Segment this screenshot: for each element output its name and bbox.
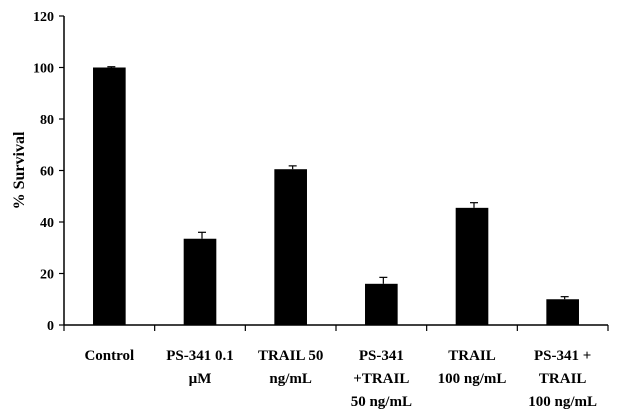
y-tick-label: 120 xyxy=(33,10,54,25)
x-category-label-line: 100 ng/mL xyxy=(528,394,597,410)
x-category-label-line: PS-341 0.1 xyxy=(166,348,234,364)
x-category-label: Control xyxy=(84,348,134,364)
bar xyxy=(183,238,217,325)
bar xyxy=(274,169,307,325)
y-axis-title: % Survival xyxy=(11,131,28,209)
x-category-label-line: 100 ng/mL xyxy=(438,371,507,387)
x-category-label-line: Control xyxy=(84,348,134,364)
x-category-label: PS-341 +TRAIL 50 ng/mL xyxy=(351,348,412,410)
y-axis: 0 20 40 60 80 100 120 xyxy=(33,10,65,334)
x-category-label: PS-341 0.1 µM xyxy=(166,348,234,387)
y-tick-label: 100 xyxy=(33,62,54,77)
bar xyxy=(455,207,489,325)
x-category-label-line: µM xyxy=(189,371,212,387)
x-category-label-line: TRAIL xyxy=(539,371,587,387)
x-category-label-line: PS-341 xyxy=(359,348,404,364)
x-category-label-line: ng/mL xyxy=(269,371,312,387)
y-tick-label: 40 xyxy=(40,216,54,231)
y-tick-label: 20 xyxy=(40,268,54,283)
x-category-label-line: TRAIL 50 xyxy=(258,348,323,364)
bars xyxy=(93,67,579,325)
x-category-label: TRAIL 50 ng/mL xyxy=(258,348,323,387)
bar xyxy=(93,67,126,325)
bar xyxy=(365,283,398,325)
category-labels: Control PS-341 0.1 µM TRAIL 50 ng/mL PS-341 +T… xyxy=(84,348,597,410)
error-bars xyxy=(107,66,569,300)
x-category-label-line: 50 ng/mL xyxy=(351,394,412,410)
x-category-label: TRAIL 100 ng/mL xyxy=(438,348,507,387)
x-category-label-line: +TRAIL xyxy=(353,371,409,387)
y-tick-label: 60 xyxy=(40,165,54,180)
x-axis xyxy=(63,324,609,331)
y-tick-label: 80 xyxy=(40,113,54,128)
x-category-label: PS-341 + TRAIL 100 ng/mL xyxy=(528,348,597,410)
bar xyxy=(546,299,579,325)
x-category-label-line: PS-341 + xyxy=(534,348,591,364)
x-category-label-line: TRAIL xyxy=(448,348,496,364)
y-tick-label: 0 xyxy=(47,319,54,334)
